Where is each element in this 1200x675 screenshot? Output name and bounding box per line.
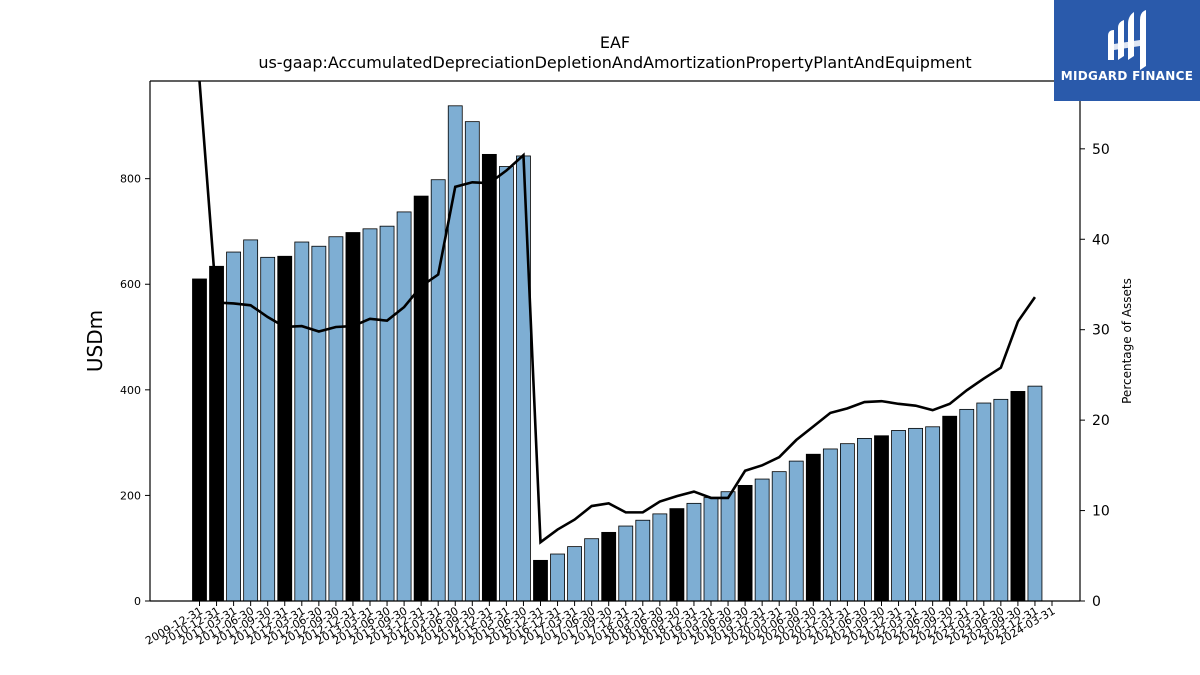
- bar: [260, 256, 276, 602]
- bar: [1027, 385, 1043, 602]
- percentage-line: [198, 80, 1037, 545]
- bar: [550, 553, 565, 602]
- bar: [328, 236, 344, 602]
- bar: [942, 415, 958, 602]
- y-tick-label: 400: [120, 384, 141, 397]
- bar: [533, 559, 548, 602]
- left-ticks-group: 0 200 400 600 800: [120, 173, 150, 608]
- bar: [277, 255, 293, 602]
- bar: [959, 408, 975, 602]
- y2-tick-label: 20: [1092, 413, 1110, 429]
- bar: [737, 484, 753, 602]
- y2-tick-label: 10: [1092, 504, 1110, 520]
- bar: [874, 435, 889, 602]
- bar: [345, 232, 361, 602]
- y2-tick-label: 30: [1092, 323, 1110, 339]
- bar: [925, 426, 941, 602]
- y2-axis-label: Percentage of Assets: [1120, 278, 1134, 404]
- bar: [618, 525, 634, 602]
- bar: [1010, 391, 1026, 602]
- bar: [362, 228, 378, 602]
- bar: [464, 121, 480, 602]
- bar: [584, 538, 600, 602]
- bar: [805, 453, 821, 602]
- bar: [686, 502, 702, 602]
- y-axis-label: USDm: [83, 310, 107, 372]
- chart-title: EAF: [600, 33, 630, 52]
- bar: [447, 105, 463, 602]
- chart-subtitle: us-gaap:AccumulatedDepreciationDepletion…: [258, 53, 971, 72]
- right-ticks-group: 0 10 20 30 40 50: [1080, 142, 1110, 610]
- x-ticks-group: 2009-12-312010-12-312011-03-312011-06-30…: [143, 601, 1058, 648]
- y-tick-label: 200: [120, 489, 141, 502]
- bar: [891, 430, 906, 602]
- bar: [243, 239, 259, 602]
- bar: [481, 153, 497, 602]
- bar: [840, 443, 855, 602]
- midgard-finance-logo: MIDGARD FINANCE: [1054, 0, 1200, 101]
- y-tick-label: 0: [134, 595, 141, 608]
- logo-text: MIDGARD FINANCE: [1060, 69, 1194, 83]
- bar: [703, 497, 719, 602]
- y-tick-label: 800: [120, 173, 141, 186]
- bar: [976, 402, 992, 602]
- bar: [396, 211, 412, 602]
- bar: [908, 427, 923, 602]
- logo-mark-icon: [1108, 10, 1146, 70]
- y2-tick-label: 0: [1092, 594, 1101, 610]
- bar: [516, 155, 531, 602]
- bar: [788, 460, 804, 602]
- bar: [294, 241, 310, 602]
- bars-group: [192, 105, 1043, 602]
- y2-tick-label: 50: [1092, 142, 1110, 158]
- bar: [498, 166, 514, 602]
- bar: [635, 519, 651, 602]
- bar: [209, 265, 224, 602]
- bar: [413, 195, 429, 602]
- bar: [720, 491, 736, 602]
- bar: [754, 478, 770, 602]
- bar: [192, 278, 207, 602]
- bar: [857, 437, 872, 602]
- y2-tick-label: 40: [1092, 232, 1110, 248]
- bar: [311, 245, 327, 602]
- bar: [771, 471, 787, 602]
- axes-group: [149, 80, 1081, 602]
- bar: [567, 546, 582, 602]
- y-tick-label: 600: [120, 278, 141, 291]
- bar: [822, 448, 838, 602]
- bar: [669, 508, 685, 602]
- bar: [379, 225, 395, 602]
- bar: [993, 398, 1009, 602]
- bar: [601, 531, 617, 602]
- bar: [652, 513, 668, 602]
